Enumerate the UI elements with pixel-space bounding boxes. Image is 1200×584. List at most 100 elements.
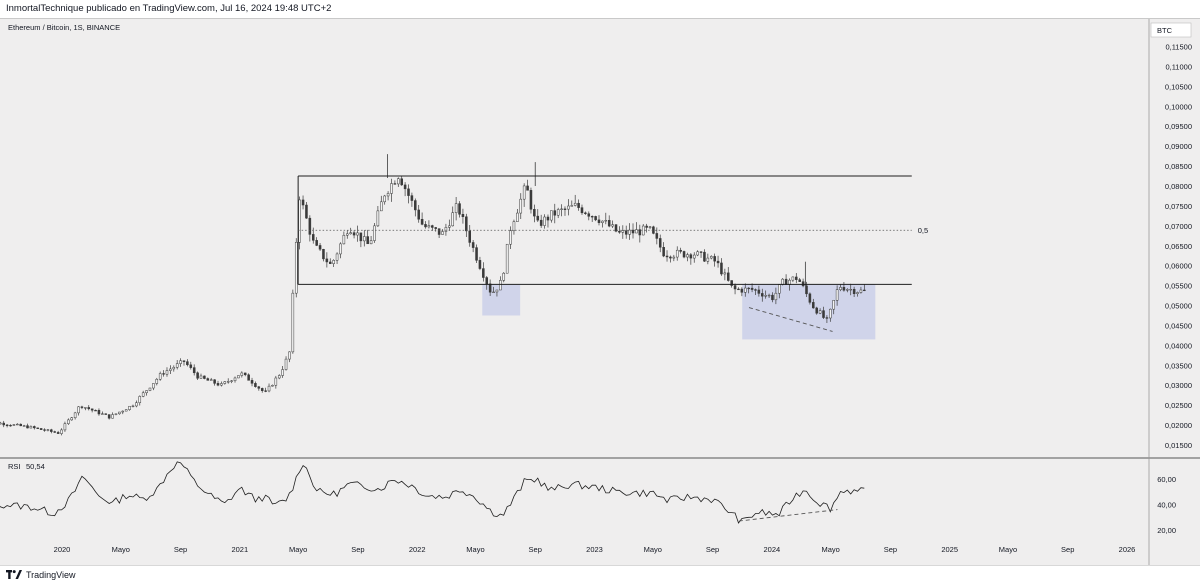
chart-canvas[interactable]: 0,5 0,11500 0,11000 0,10500 0,10000 0,09500 0,… — [0, 19, 1200, 566]
candle-body — [458, 203, 461, 215]
candle — [556, 207, 560, 219]
candle-body — [505, 243, 509, 274]
candle — [63, 421, 67, 432]
candle — [322, 248, 325, 262]
candle — [328, 258, 332, 265]
candle — [206, 377, 210, 381]
candle-body — [628, 229, 631, 235]
candle — [104, 413, 108, 415]
candle-body — [298, 199, 301, 243]
candle-body — [254, 383, 257, 387]
candle-body — [502, 272, 506, 281]
candle — [529, 187, 533, 214]
candle-body — [53, 431, 56, 433]
candle-body — [675, 249, 679, 258]
candle — [519, 193, 523, 219]
candle — [284, 356, 288, 371]
candle — [220, 381, 223, 387]
price-tick-label: 0,05500 — [1165, 282, 1192, 291]
candle — [335, 252, 339, 265]
candle — [73, 411, 77, 420]
candle — [560, 204, 563, 217]
candle — [175, 360, 179, 370]
candle — [223, 381, 227, 385]
candle — [611, 220, 614, 229]
candle-body — [665, 255, 669, 258]
candle — [315, 237, 318, 247]
candle — [155, 377, 159, 386]
candle — [852, 286, 856, 297]
price-tick-label: 0,10000 — [1165, 102, 1192, 111]
candle-body — [250, 380, 254, 384]
candle — [274, 375, 278, 389]
candle — [543, 214, 546, 229]
candle-body — [414, 200, 417, 211]
candle-body — [97, 409, 101, 415]
candle-body — [332, 260, 335, 264]
candle — [128, 405, 131, 411]
candle — [597, 215, 601, 226]
candle — [400, 175, 403, 186]
candle-body — [543, 216, 546, 226]
candle-body — [288, 351, 291, 360]
candle-body — [189, 364, 193, 368]
price-divergence-line — [748, 307, 833, 332]
candle — [165, 367, 169, 377]
candle — [339, 242, 342, 259]
candle-body — [529, 190, 533, 210]
chart-frame[interactable]: 0,5 0,11500 0,11000 0,10500 0,10000 0,09500 0,… — [0, 18, 1200, 566]
rsi-tick-label: 60,00 — [1157, 475, 1176, 484]
candle-body — [397, 178, 400, 185]
candle — [356, 225, 359, 242]
candle — [709, 255, 713, 260]
candle — [386, 191, 390, 201]
candle-body — [522, 185, 526, 200]
candle-body — [495, 289, 499, 293]
price-tick-label: 0,06000 — [1165, 262, 1192, 271]
candle — [230, 380, 233, 384]
candle-body — [832, 300, 835, 310]
candle — [233, 376, 237, 383]
candle-body — [692, 254, 696, 259]
candle-body — [597, 219, 601, 223]
candle — [754, 288, 757, 296]
candle-body — [73, 412, 77, 419]
candle-body — [825, 317, 829, 319]
candle-body — [686, 254, 689, 258]
candle-body — [43, 429, 46, 431]
tradingview-icon — [6, 570, 22, 579]
candle — [465, 213, 468, 238]
candle — [145, 390, 148, 396]
candle — [635, 222, 638, 234]
candle-body — [230, 380, 233, 382]
candle — [169, 365, 172, 374]
candle-body — [635, 229, 638, 234]
candle-body — [849, 288, 852, 291]
candle-body — [655, 233, 659, 239]
candle-body — [70, 417, 74, 421]
candle-body — [77, 406, 80, 414]
tradingview-logo[interactable]: TradingView — [6, 569, 76, 580]
candle — [257, 385, 261, 391]
candle-body — [546, 216, 550, 221]
candle — [70, 416, 74, 421]
candle — [264, 387, 267, 393]
time-tick-label: 2020 — [54, 545, 71, 554]
candle — [363, 230, 366, 247]
candle-body — [138, 396, 142, 403]
candle-body — [135, 402, 138, 407]
candle-body — [291, 292, 295, 353]
candle-body — [318, 245, 322, 250]
candle — [791, 276, 795, 283]
candle-body — [638, 229, 642, 236]
candle-body — [730, 280, 733, 286]
candle-body — [26, 425, 29, 429]
candle — [536, 209, 540, 222]
candle — [380, 195, 383, 212]
candle-body — [560, 208, 563, 210]
time-tick-label: 2026 — [1119, 545, 1136, 554]
rsi-divergence-line — [738, 509, 838, 522]
candle-body — [148, 387, 152, 391]
candle-body — [570, 205, 574, 207]
price-tick-label: 0,03000 — [1165, 381, 1192, 390]
